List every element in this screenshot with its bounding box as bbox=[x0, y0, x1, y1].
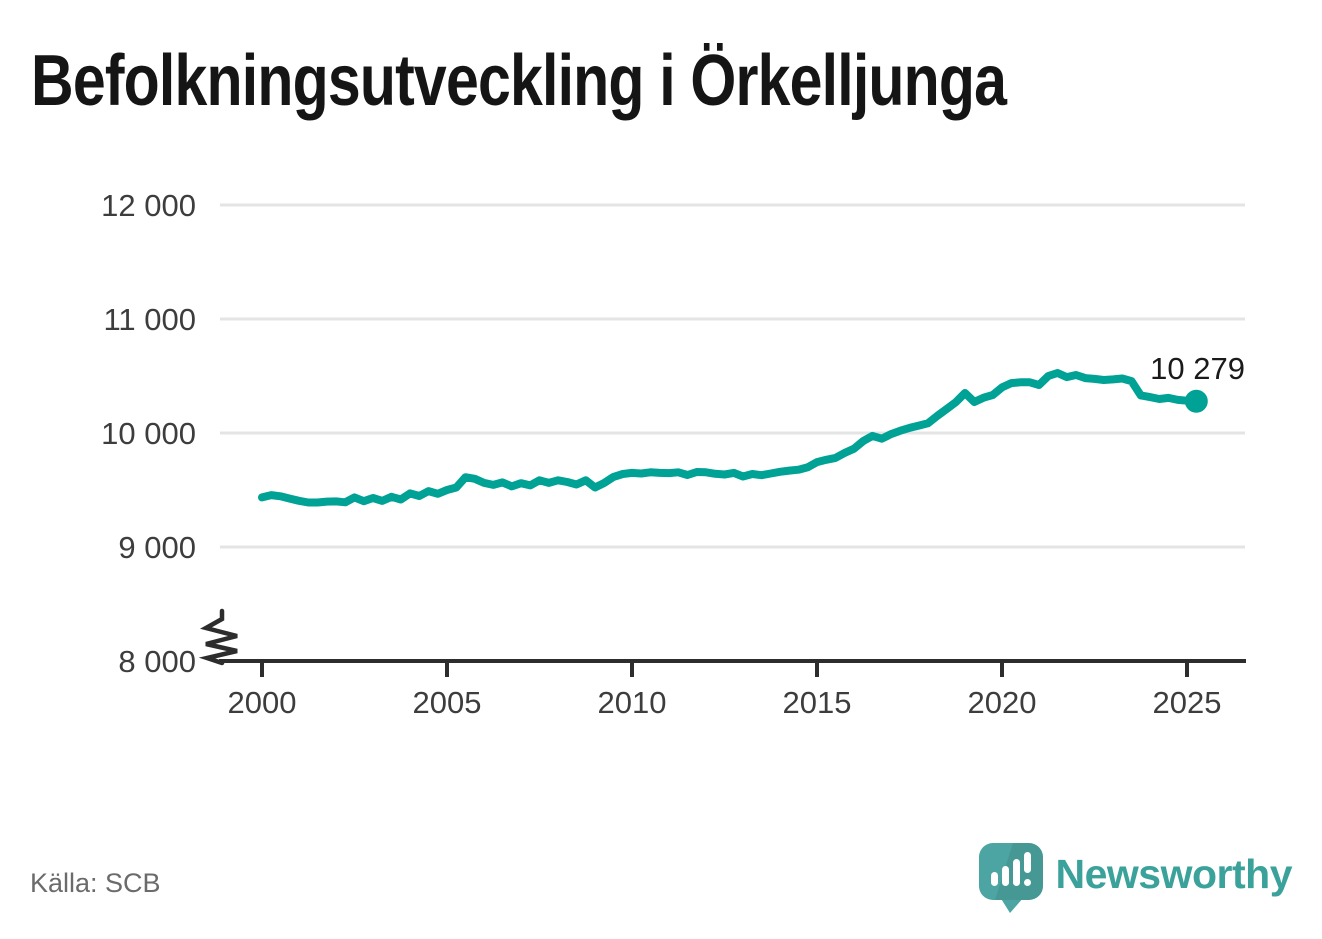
x-tick-label-2005: 2005 bbox=[413, 685, 482, 720]
source-caption: Källa: SCB bbox=[30, 868, 161, 898]
exclamation-dot bbox=[1023, 879, 1031, 886]
y-tick-label-11000: 11 000 bbox=[103, 302, 196, 337]
y-tick-label-9000: 9 000 bbox=[118, 530, 196, 565]
x-tick-label-2025: 2025 bbox=[1153, 685, 1222, 720]
series-end-dot bbox=[1184, 389, 1208, 413]
newsworthy-wordmark: Newsworthy bbox=[1055, 850, 1293, 897]
population-series-line bbox=[258, 369, 1201, 507]
newsworthy-logo: Newsworthy bbox=[978, 843, 1293, 913]
x-tick-label-2015: 2015 bbox=[783, 685, 852, 720]
newsworthy-icon bbox=[978, 843, 1043, 913]
y-axis-break-icon bbox=[198, 608, 238, 666]
x-tick-label-2010: 2010 bbox=[598, 685, 667, 720]
x-tick-label-2000: 2000 bbox=[228, 685, 297, 720]
mini-bar-1 bbox=[990, 872, 998, 886]
mini-bar-3 bbox=[1012, 859, 1020, 886]
exclamation-bar bbox=[1023, 852, 1031, 873]
chart-title: Befolkningsutveckling i Örkelljunga bbox=[31, 41, 1007, 121]
y-tick-label-8000: 8 000 bbox=[118, 644, 196, 679]
mini-bar-2 bbox=[1001, 866, 1009, 886]
end-value-label: 10 279 bbox=[1150, 351, 1245, 386]
y-tick-label-12000: 12 000 bbox=[101, 188, 196, 223]
y-tick-label-10000: 10 000 bbox=[101, 416, 196, 451]
x-tick-label-2020: 2020 bbox=[968, 685, 1037, 720]
